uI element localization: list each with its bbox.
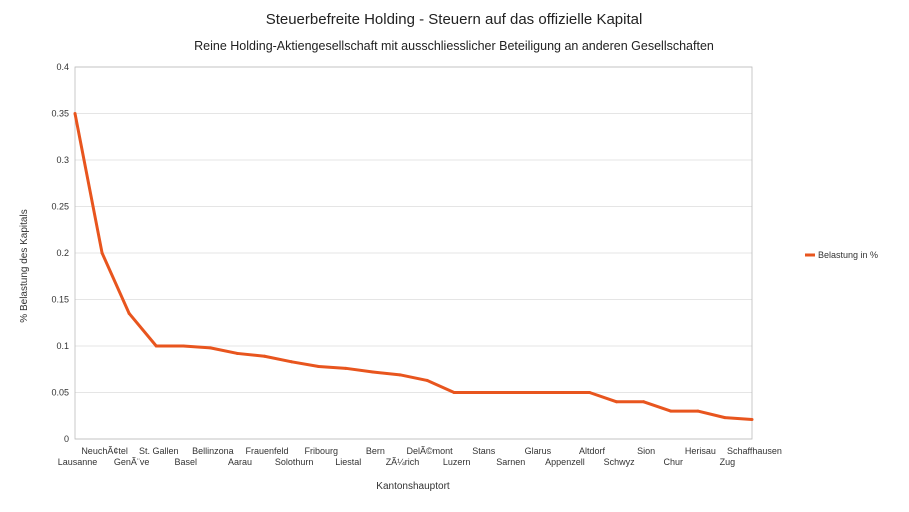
y-axis-ticks: 0 0.05 0.1 0.15 0.2 0.25 0.3 0.35 0.4: [51, 62, 69, 444]
data-point: [750, 417, 754, 421]
x-tick-label: Sion: [637, 446, 655, 456]
x-tick-label: Appenzell: [545, 457, 585, 467]
x-tick-label: Solothurn: [275, 457, 314, 467]
x-tick-label: Fribourg: [304, 446, 338, 456]
x-tick-label: GenÃ¨ve: [114, 457, 150, 467]
series-line-belastung: [73, 113, 753, 421]
series-points: [73, 112, 754, 421]
data-point: [100, 251, 104, 255]
y-tick-label: 0.25: [51, 202, 69, 212]
x-tick-label: Liestal: [335, 457, 361, 467]
y-tick-label: 0.4: [56, 62, 69, 72]
x-tick-label: Altdorf: [579, 446, 606, 456]
data-point: [615, 400, 619, 404]
data-point: [696, 409, 700, 413]
x-tick-label: St. Gallen: [139, 446, 179, 456]
data-point: [452, 391, 456, 394]
y-tick-label: 0.15: [51, 295, 69, 305]
x-tick-label: Herisau: [685, 446, 716, 456]
x-tick-label: DelÃ©mont: [406, 446, 453, 456]
data-point: [344, 366, 348, 370]
x-tick-label: ZÃ¼rich: [386, 457, 420, 467]
data-point: [371, 370, 375, 374]
data-point: [73, 112, 77, 115]
x-tick-label: Schaffhausen: [727, 446, 782, 456]
plot-area: [74, 66, 753, 440]
x-axis-title: Kantonshauptort: [376, 481, 450, 492]
data-point: [560, 391, 564, 394]
y-tick-label: 0: [64, 434, 69, 444]
x-tick-label: Glarus: [525, 446, 552, 456]
y-tick-label: 0.3: [56, 155, 69, 165]
data-point: [181, 344, 185, 348]
x-tick-label: Chur: [664, 457, 684, 467]
x-tick-label: Schwyz: [604, 457, 636, 467]
chart-title: Steuerbefreite Holding - Steuern auf das…: [266, 11, 643, 28]
y-axis-title: % Belastung des Kapitals: [19, 209, 30, 322]
data-point: [723, 416, 727, 420]
data-point: [425, 378, 429, 382]
x-tick-label: Aarau: [228, 457, 252, 467]
legend-label: Belastung in %: [818, 250, 878, 260]
x-tick-label: Bellinzona: [192, 446, 234, 456]
data-point: [588, 391, 592, 394]
data-point: [669, 409, 673, 413]
data-point: [479, 391, 483, 394]
y-tick-label: 0.1: [56, 341, 69, 351]
legend: Belastung in %: [805, 250, 878, 260]
y-tick-label: 0.2: [56, 248, 69, 258]
data-point: [642, 400, 646, 404]
x-tick-label: Zug: [720, 457, 736, 467]
x-tick-label: Basel: [175, 457, 198, 467]
data-point: [127, 311, 131, 315]
y-tick-label: 0.05: [51, 388, 69, 398]
y-tick-label: 0.35: [51, 109, 69, 119]
data-point: [317, 364, 321, 368]
gridlines: [75, 66, 752, 440]
data-point: [263, 354, 267, 358]
x-tick-label: Sarnen: [496, 457, 525, 467]
x-tick-label: NeuchÃ¢tel: [81, 446, 128, 456]
data-point: [506, 391, 510, 394]
x-tick-label: Stans: [472, 446, 496, 456]
data-point: [398, 373, 402, 377]
chart-subtitle: Reine Holding-Aktiengesellschaft mit aus…: [194, 39, 714, 53]
data-point: [235, 351, 239, 355]
data-point: [208, 346, 212, 350]
x-tick-label: Luzern: [443, 457, 471, 467]
data-point: [533, 391, 537, 394]
x-tick-label: Lausanne: [58, 457, 98, 467]
data-point: [154, 344, 158, 348]
x-tick-label: Bern: [366, 446, 385, 456]
data-point: [290, 360, 294, 364]
x-tick-label: Frauenfeld: [246, 446, 289, 456]
